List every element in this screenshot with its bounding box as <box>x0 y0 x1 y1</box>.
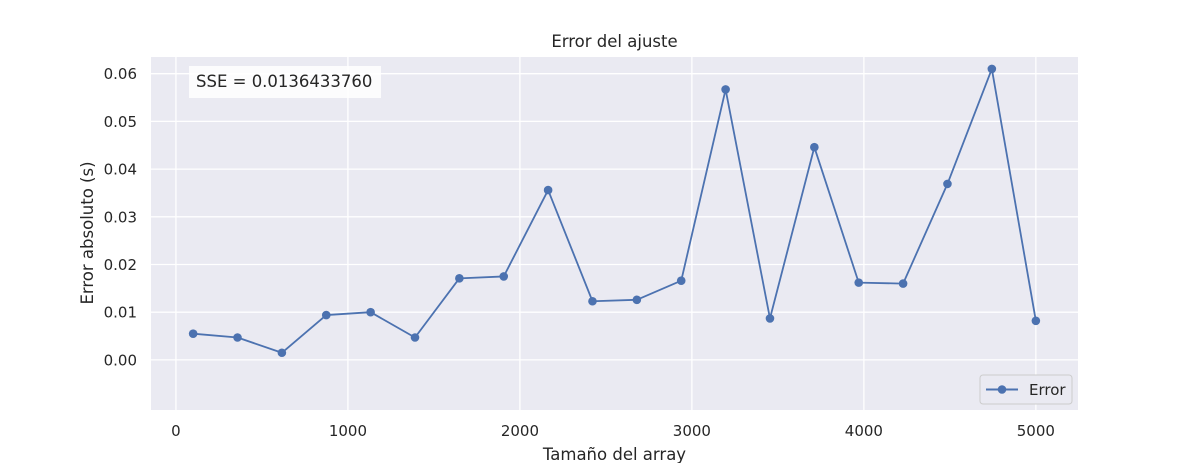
data-point <box>987 64 997 74</box>
data-point <box>233 333 242 342</box>
series-layer <box>188 64 1041 358</box>
data-point <box>321 310 331 320</box>
data-point <box>1031 316 1041 326</box>
data-point <box>632 295 642 305</box>
data-point <box>765 314 775 323</box>
series-line-error <box>193 68 1037 354</box>
y-tick-label: 0.03 <box>104 208 137 226</box>
data-point <box>366 307 375 317</box>
x-axis-title: Tamaño del array <box>542 445 686 463</box>
annotation-text: SSE = 0.0136433760 <box>196 72 372 91</box>
data-point <box>277 348 287 358</box>
x-tick-label: 5000 <box>1017 422 1055 440</box>
data-point <box>676 276 686 286</box>
x-tick-label: 3000 <box>673 422 711 440</box>
legend-marker-swatch <box>997 385 1007 394</box>
y-tick-label: 0.02 <box>104 256 137 274</box>
data-point <box>499 272 509 281</box>
x-tick-label: 1000 <box>329 422 367 440</box>
legend: Error <box>979 374 1073 405</box>
data-point <box>188 329 198 338</box>
data-point <box>543 185 553 195</box>
plot-area <box>151 57 1078 410</box>
y-axis-ticks: 0.00 0.01 0.02 0.03 0.04 0.05 0.06 <box>104 65 137 369</box>
chart-title: Error del ajuste <box>551 32 677 51</box>
data-point <box>588 296 597 306</box>
y-tick-label: 0.01 <box>104 304 137 322</box>
sse-annotation: SSE = 0.0136433760 <box>189 66 381 98</box>
y-tick-label: 0.06 <box>104 65 137 83</box>
data-point <box>721 85 730 94</box>
y-axis-title: Error absoluto (s) <box>78 161 97 304</box>
y-tick-label: 0.00 <box>104 351 137 369</box>
x-tick-label: 0 <box>171 422 181 440</box>
x-axis-ticks: 0 1000 2000 3000 4000 5000 <box>171 422 1055 440</box>
data-point <box>455 274 464 283</box>
data-point <box>410 333 420 342</box>
data-point <box>943 179 952 189</box>
legend-entry-error: Error <box>1029 381 1066 399</box>
annotation-box <box>189 66 381 98</box>
y-tick-label: 0.05 <box>104 113 137 131</box>
legend-box <box>979 374 1073 405</box>
x-tick-label: 2000 <box>501 422 539 440</box>
x-tick-label: 4000 <box>845 422 883 440</box>
y-tick-label: 0.04 <box>104 161 137 179</box>
data-point <box>810 142 819 152</box>
data-point <box>854 278 864 287</box>
data-point <box>898 279 908 288</box>
grid-lines <box>151 57 1078 410</box>
